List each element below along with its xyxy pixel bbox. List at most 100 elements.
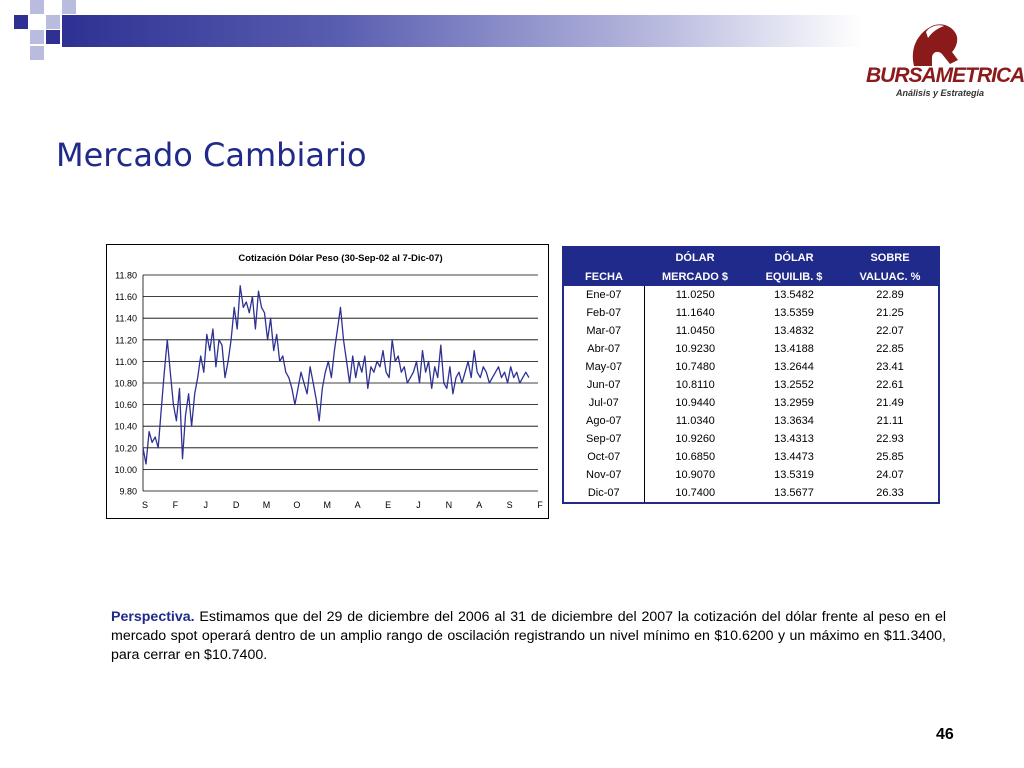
y-tick-label: 11.80 — [115, 271, 137, 281]
table-cell: 22.89 — [876, 289, 904, 301]
table-cell: 10.9230 — [675, 343, 716, 355]
table-cell: 21.49 — [876, 397, 904, 409]
exchange-rate-table: DÓLAR DÓLAR SOBRE FECHA MERCADO $ EQUILI… — [562, 246, 940, 504]
table-cell: 13.4832 — [774, 325, 814, 337]
table-cell: Abr-07 — [563, 340, 645, 358]
table-cell: 11.0250 — [675, 289, 715, 301]
table-header-row-2: FECHA MERCADO $ EQUILIB. $ VALUAC. % — [563, 267, 939, 286]
table-cell: 11.1640 — [675, 307, 715, 319]
table-cell: Dic-07 — [563, 484, 645, 503]
x-tick-label: F — [173, 500, 179, 510]
y-tick-label: 11.60 — [115, 292, 137, 302]
y-tick-label: 10.00 — [114, 465, 137, 475]
table-cell: 11.0340 — [675, 415, 715, 427]
x-tick-label: J — [204, 500, 209, 510]
y-tick-label: 10.60 — [114, 400, 137, 410]
table-cell: 13.4313 — [774, 433, 814, 445]
x-tick-label: D — [233, 500, 240, 510]
x-tick-label: S — [507, 500, 513, 510]
table-cell: 13.2552 — [774, 379, 814, 391]
table-header-cell: DÓLAR — [644, 247, 746, 267]
table-cell: 10.6850 — [675, 451, 716, 463]
table-cell: Sep-07 — [563, 430, 645, 448]
logo-tagline: Análisis y Estrategia — [895, 88, 984, 98]
table-cell: 13.4473 — [774, 451, 814, 463]
table-cell: 10.9070 — [675, 469, 716, 481]
table-cell: 21.25 — [876, 307, 904, 319]
table-header-cell: FECHA — [563, 267, 644, 286]
logo-wordmark: BURSAMETRICA — [866, 64, 1024, 87]
table-header-cell — [563, 247, 644, 267]
horse-head-icon — [912, 24, 958, 67]
table-cell: Feb-07 — [563, 304, 645, 322]
table-row: Sep-07 10.9260 13.4313 22.93 — [563, 430, 939, 448]
table-cell: 13.2644 — [774, 361, 814, 373]
table-cell: 13.5677 — [774, 487, 814, 499]
table-cell: Jul-07 — [563, 394, 645, 412]
series-line — [142, 285, 530, 465]
chart-title: Cotización Dólar Peso (30-Sep-02 al 7-Di… — [238, 253, 442, 264]
table-header-cell: VALUAC. % — [842, 267, 939, 286]
x-tick-label: O — [293, 500, 300, 510]
table-row: Mar-07 11.0450 13.4832 22.07 — [563, 322, 939, 340]
table-row: Jun-07 10.8110 13.2552 22.61 — [563, 376, 939, 394]
table-cell: 10.8110 — [675, 379, 715, 391]
page-number: 46 — [936, 726, 954, 743]
table-row: Nov-07 10.9070 13.5319 24.07 — [563, 466, 939, 484]
table-header-cell: DÓLAR — [746, 247, 842, 267]
y-tick-label: 9.80 — [119, 487, 137, 497]
table-cell: 10.9260 — [675, 433, 716, 445]
y-tick-label: 10.40 — [114, 422, 137, 432]
header-gradient-bar — [62, 15, 862, 47]
perspective-label: Perspectiva. — [111, 609, 195, 625]
table-row: Ene-07 11.0250 13.5482 22.89 — [563, 286, 939, 304]
table-cell: Jun-07 — [563, 376, 645, 394]
table-row: Dic-07 10.7400 13.5677 26.33 — [563, 484, 939, 503]
x-tick-label: N — [446, 500, 453, 510]
table-cell: 13.3634 — [774, 415, 814, 427]
table-cell: 10.9440 — [675, 397, 716, 409]
header-decoration — [0, 0, 80, 64]
table-cell: 23.41 — [876, 361, 904, 373]
bursametrica-logo: BURSAMETRICA Análisis y Estrategia — [866, 20, 1024, 102]
table-cell: 13.5319 — [774, 469, 814, 481]
table-cell: 26.33 — [876, 487, 904, 499]
table-cell: 13.5482 — [774, 289, 814, 301]
y-tick-label: 10.20 — [114, 443, 137, 453]
table-cell: Ago-07 — [563, 412, 645, 430]
table-cell: 22.93 — [876, 433, 904, 445]
perspective-paragraph: Perspectiva. Estimamos que del 29 de dic… — [111, 608, 946, 665]
table-cell: 10.7400 — [675, 487, 716, 499]
table-cell: 22.85 — [876, 343, 904, 355]
table-cell: 13.5359 — [774, 307, 814, 319]
table-cell: 22.07 — [876, 325, 904, 337]
x-tick-label: A — [476, 500, 482, 510]
table-row: Oct-07 10.6850 13.4473 25.85 — [563, 448, 939, 466]
x-tick-label: M — [263, 500, 271, 510]
table-cell: 11.0450 — [675, 325, 715, 337]
table-cell: Nov-07 — [563, 466, 645, 484]
table-header-row-1: DÓLAR DÓLAR SOBRE — [563, 247, 939, 267]
page-title: Mercado Cambiario — [56, 136, 367, 174]
x-tick-label: A — [355, 500, 361, 510]
table-cell: 13.4188 — [774, 343, 814, 355]
table-cell: 22.61 — [876, 379, 904, 391]
table-row: Ago-07 11.0340 13.3634 21.11 — [563, 412, 939, 430]
table-cell: 13.2959 — [774, 397, 814, 409]
x-tick-label: S — [142, 500, 148, 510]
y-tick-label: 10.80 — [114, 379, 137, 389]
exchange-rate-chart: Cotización Dólar Peso (30-Sep-02 al 7-Di… — [106, 244, 549, 519]
table-header-cell: SOBRE — [842, 247, 939, 267]
y-tick-label: 11.40 — [115, 314, 137, 324]
x-tick-label: J — [416, 500, 421, 510]
table-row: Feb-07 11.1640 13.5359 21.25 — [563, 304, 939, 322]
y-tick-label: 11.20 — [115, 335, 137, 345]
x-tick-label: E — [385, 500, 391, 510]
table-cell: May-07 — [563, 358, 645, 376]
table-header-cell: MERCADO $ — [644, 267, 746, 286]
x-tick-label: M — [324, 500, 332, 510]
table-cell: Mar-07 — [563, 322, 645, 340]
table-row: Abr-07 10.9230 13.4188 22.85 — [563, 340, 939, 358]
x-tick-label: F — [537, 500, 543, 510]
table-cell: Oct-07 — [563, 448, 645, 466]
